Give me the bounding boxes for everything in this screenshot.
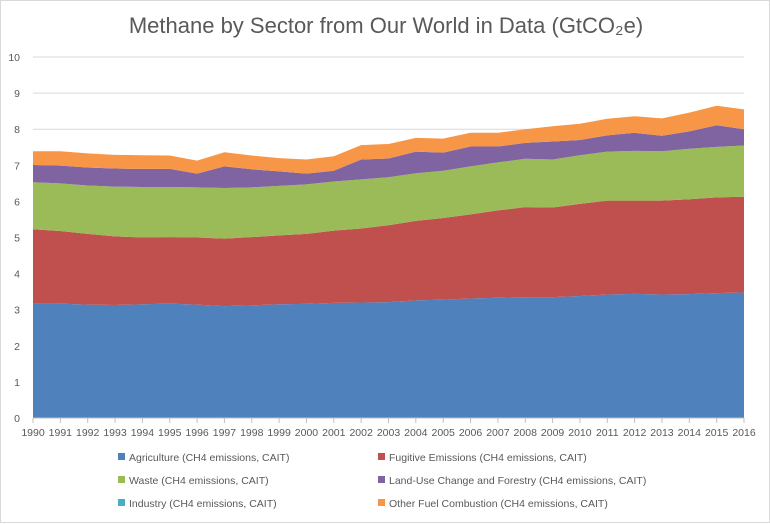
x-tick-label: 2007 <box>486 427 510 439</box>
x-tick-label: 2014 <box>678 427 702 439</box>
legend-swatch <box>118 499 125 506</box>
x-tick-label: 1997 <box>213 427 237 439</box>
x-tick-label: 2006 <box>459 427 483 439</box>
y-tick-label: 6 <box>14 196 20 208</box>
x-tick-label: 1996 <box>185 427 209 439</box>
y-axis: 0 1 2 3 4 5 6 7 8 9 10 <box>8 52 20 425</box>
x-tick-label: 2013 <box>650 427 674 439</box>
x-tick-label: 1990 <box>21 427 45 439</box>
x-tick-label: 1992 <box>76 427 100 439</box>
legend-swatch <box>118 476 125 483</box>
x-tick-label: 2004 <box>404 427 428 439</box>
x-tick-label: 1991 <box>49 427 73 439</box>
x-tick-label: 2005 <box>432 427 456 439</box>
chart-title: Methane by Sector from Our World in Data… <box>128 13 644 38</box>
legend-swatch <box>378 499 385 506</box>
y-tick-label: 5 <box>14 233 20 245</box>
x-tick-label: 2008 <box>514 427 538 439</box>
legend-swatch <box>378 453 385 460</box>
y-tick-label: 1 <box>14 377 20 389</box>
x-tick-label: 2010 <box>568 427 592 439</box>
legend-item-3: Land-Use Change and Forestry (CH4 emissi… <box>378 475 646 487</box>
x-tick-label: 2003 <box>377 427 401 439</box>
x-tick-label: 2000 <box>295 427 319 439</box>
legend-label: Waste (CH4 emissions, CAIT) <box>129 475 269 487</box>
x-tick-label: 2009 <box>541 427 565 439</box>
y-tick-label: 0 <box>14 413 20 425</box>
area-series <box>33 105 744 418</box>
x-tick-label: 2002 <box>349 427 373 439</box>
y-tick-label: 8 <box>14 124 20 136</box>
legend-item-5: Other Fuel Combustion (CH4 emissions, CA… <box>378 498 608 510</box>
area-series-1 <box>33 196 744 307</box>
legend-label: Other Fuel Combustion (CH4 emissions, CA… <box>389 498 608 510</box>
area-series-3 <box>33 125 744 189</box>
legend-item-4: Industry (CH4 emissions, CAIT) <box>118 498 277 510</box>
legend-label: Agriculture (CH4 emissions, CAIT) <box>129 452 289 464</box>
legend-swatch <box>378 476 385 483</box>
legend-item-2: Waste (CH4 emissions, CAIT) <box>118 475 269 487</box>
legend-item-1: Fugitive Emissions (CH4 emissions, CAIT) <box>378 452 587 464</box>
x-tick-label: 1993 <box>103 427 127 439</box>
legend-swatch <box>118 453 125 460</box>
y-tick-label: 7 <box>14 160 20 172</box>
y-tick-label: 10 <box>8 52 20 64</box>
area-series-0 <box>33 292 744 418</box>
x-tick-label: 1998 <box>240 427 264 439</box>
x-tick-label: 2016 <box>732 427 756 439</box>
x-tick-label: 2012 <box>623 427 647 439</box>
x-tick-label: 1995 <box>158 427 182 439</box>
y-tick-label: 3 <box>14 305 20 317</box>
x-axis: 1990 1991 1992 1993 1994 1995 1996 1997 1998 1999… <box>21 417 756 439</box>
area-series-5 <box>33 105 744 174</box>
y-tick-label: 9 <box>14 88 20 100</box>
x-tick-label: 2011 <box>596 427 619 439</box>
area-series-2 <box>33 145 744 239</box>
x-tick-label: 2015 <box>705 427 729 439</box>
legend-label: Fugitive Emissions (CH4 emissions, CAIT) <box>389 452 587 464</box>
y-tick-label: 2 <box>14 341 20 353</box>
legend-label: Land-Use Change and Forestry (CH4 emissi… <box>389 475 646 487</box>
legend: Agriculture (CH4 emissions, CAIT) Fugitiv… <box>118 452 646 510</box>
x-tick-label: 1999 <box>267 427 291 439</box>
legend-label: Industry (CH4 emissions, CAIT) <box>129 498 277 510</box>
x-tick-label: 2001 <box>322 427 346 439</box>
y-tick-label: 4 <box>14 269 20 281</box>
x-tick-label: 1994 <box>131 427 155 439</box>
legend-item-0: Agriculture (CH4 emissions, CAIT) <box>118 452 289 464</box>
